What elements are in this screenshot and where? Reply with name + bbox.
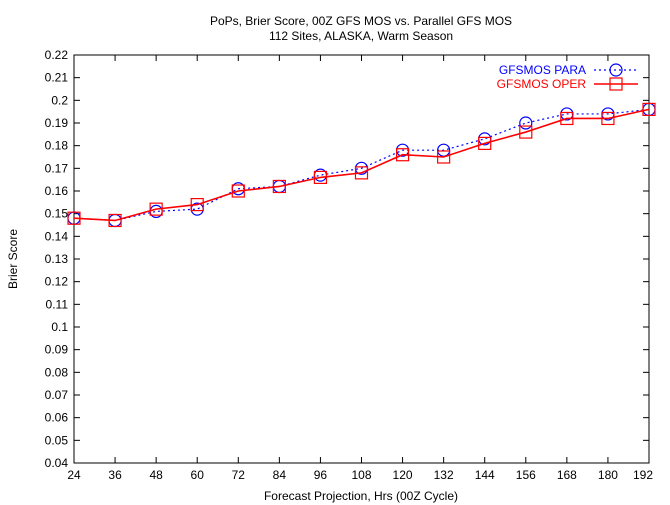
y-tick-label: 0.07: [45, 388, 69, 402]
legend-label-0: GFSMOS PARA: [499, 63, 586, 77]
series-0: [67, 102, 656, 228]
series-1-marker-square: [437, 150, 451, 164]
y-tick-label: 0.13: [45, 252, 69, 266]
y-tick-label: 0.11: [46, 297, 69, 311]
y-tick-label: 0.08: [45, 365, 69, 379]
series-layer: [67, 102, 656, 228]
x-tick-label: 60: [191, 468, 205, 482]
series-1-marker-square: [601, 111, 615, 126]
series-0-marker-circle: [519, 116, 533, 130]
series-1-marker-square: [560, 111, 574, 126]
legend-label-1: GFSMOS OPER: [497, 77, 587, 91]
series-1-marker-square: [609, 77, 623, 91]
series-1-marker-square: [190, 198, 204, 212]
x-tick-label: 144: [475, 468, 495, 482]
y-tick-label: 0.04: [45, 456, 69, 470]
series-1-marker-square: [272, 179, 286, 194]
x-tick-label: 108: [351, 468, 371, 482]
x-tick-label: 24: [67, 468, 81, 482]
series-1-marker-square: [108, 213, 122, 228]
x-tick-label: 48: [149, 468, 163, 482]
x-tick-label: 180: [598, 468, 618, 482]
y-tick-label: 0.21: [45, 71, 69, 85]
x-tick-label: 36: [108, 468, 122, 482]
y-tick-label: 0.17: [45, 161, 69, 175]
y-tick-label: 0.15: [45, 207, 69, 221]
series-1-marker-square: [67, 211, 81, 225]
x-tick-label: 168: [557, 468, 577, 482]
y-axis-label: Brier Score: [6, 229, 20, 289]
y-tick-label: 0.18: [45, 139, 69, 153]
series-1-marker-square: [313, 170, 328, 184]
x-axis-label: Forecast Projection, Hrs (00Z Cycle): [264, 489, 458, 503]
x-tick-label: 96: [314, 468, 328, 482]
series-1-marker-square: [395, 148, 410, 162]
y-tick-label: 0.06: [45, 411, 69, 425]
y-tick-label: 0.09: [45, 343, 69, 357]
chart-title-line-1: PoPs, Brier Score, 00Z GFS MOS vs. Paral…: [210, 14, 512, 28]
series-0-marker-circle: [609, 63, 623, 77]
series-1-marker-square: [149, 202, 163, 216]
series-1: [67, 102, 656, 228]
x-tick-label: 132: [434, 468, 454, 482]
y-tick-label: 0.2: [51, 93, 68, 107]
axis-ticks: 0.04 0.05 0.06 0.07 0.08 0.09 0.1 0.11 0.12 0.13 0…: [45, 48, 654, 482]
series-1-marker-square: [478, 136, 492, 150]
series-1-marker-square: [354, 166, 369, 180]
y-tick-label: 0.22: [45, 48, 69, 62]
series-1-marker-square: [519, 125, 533, 139]
series-0-line: [73, 108, 650, 222]
series-1-line: [73, 108, 650, 222]
chart-title-line-2: 112 Sites, ALASKA, Warm Season: [269, 29, 453, 43]
y-tick-label: 0.19: [45, 116, 69, 130]
y-tick-label: 0.05: [45, 433, 69, 447]
x-tick-label: 120: [393, 468, 413, 482]
plot-area-frame: [73, 54, 650, 464]
series-1-marker-square: [231, 184, 245, 198]
y-tick-label: 0.12: [45, 275, 69, 289]
x-tick-label: 192: [633, 468, 653, 482]
y-tick-label: 0.1: [51, 320, 68, 334]
x-tick-label: 156: [516, 468, 536, 482]
x-tick-label: 72: [232, 468, 246, 482]
y-tick-label: 0.14: [45, 229, 69, 243]
y-tick-label: 0.16: [45, 184, 69, 198]
x-tick-label: 84: [273, 468, 287, 482]
series-1-marker-square: [642, 102, 656, 117]
